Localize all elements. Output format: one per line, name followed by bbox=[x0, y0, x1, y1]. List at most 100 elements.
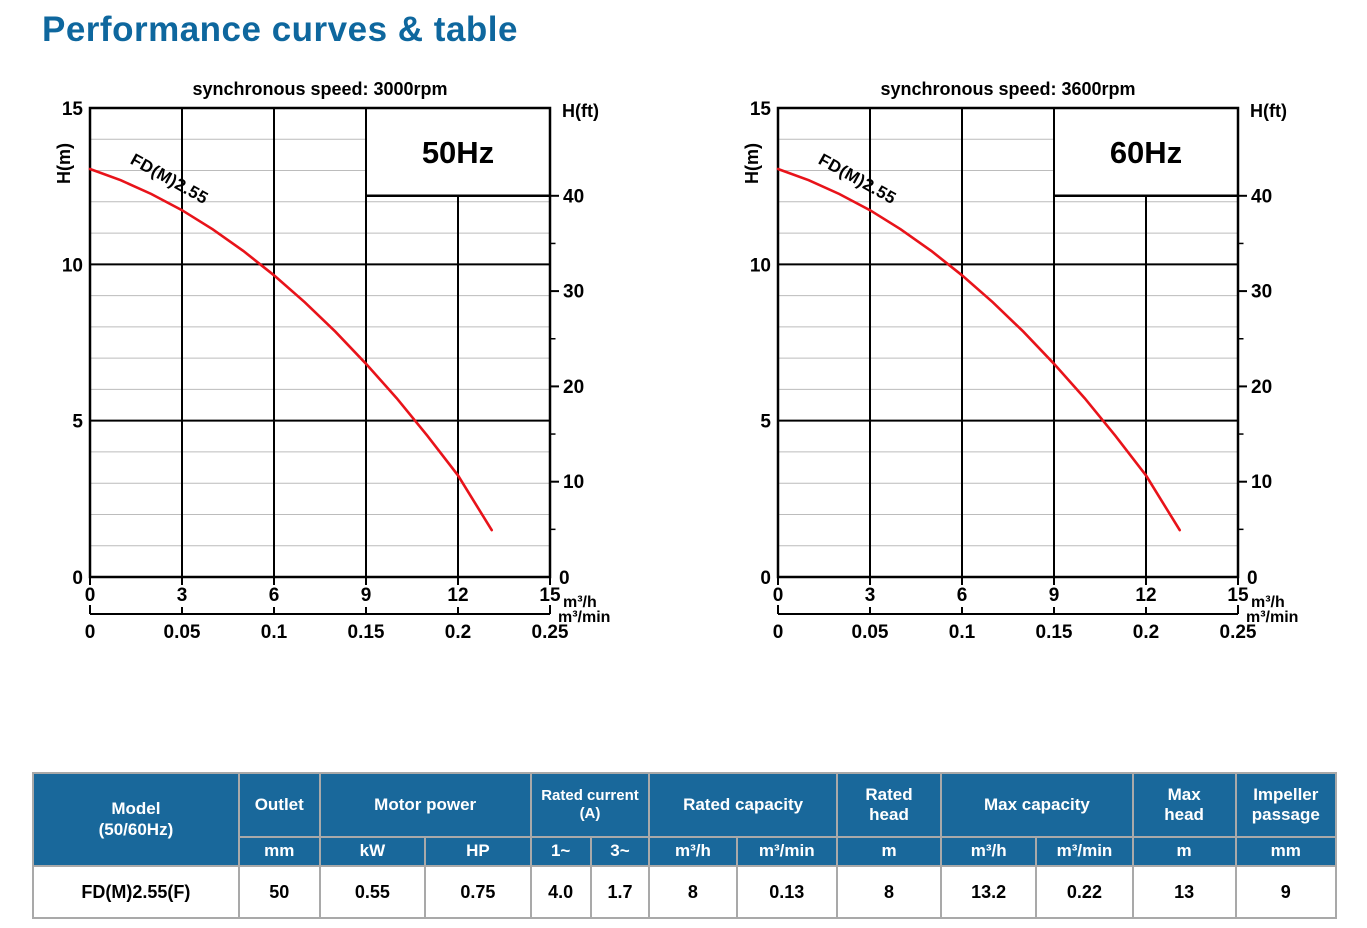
curve-label: FD(M)2.55 bbox=[127, 150, 211, 208]
y-right-tick-label: 30 bbox=[563, 282, 584, 303]
x2-tick-label: 0.05 bbox=[852, 622, 889, 643]
y-left-tick-label: 15 bbox=[62, 99, 84, 120]
table-header-cell: Rated capacity bbox=[648, 772, 838, 838]
table-header-cell: Rated current (A) bbox=[529, 772, 651, 838]
performance-curve bbox=[88, 167, 494, 532]
y-right-zero-label: 0 bbox=[559, 568, 570, 589]
table-data-cell: 50 bbox=[237, 865, 321, 919]
x-tick-label: 3 bbox=[177, 585, 188, 606]
table-data-cell: 0.55 bbox=[318, 865, 427, 919]
table-header-cell: Max head bbox=[1131, 772, 1237, 838]
curve-label: FD(M)2.55 bbox=[815, 150, 899, 208]
x2-tick-label: 0.1 bbox=[261, 622, 288, 643]
y-right-tick-label: 10 bbox=[1251, 472, 1272, 493]
table-data-cell: 13.2 bbox=[940, 865, 1038, 919]
y-left-tick-label: 0 bbox=[72, 568, 83, 589]
x-tick-label: 6 bbox=[269, 585, 280, 606]
y-left-tick-label: 5 bbox=[72, 412, 83, 433]
x2-tick-label: 0.25 bbox=[532, 622, 569, 643]
y-right-tick-label: 30 bbox=[1251, 282, 1272, 303]
table-unit-cell: m³/h bbox=[648, 836, 738, 867]
y-right-tick-label: 20 bbox=[1251, 377, 1272, 398]
x2-tick-label: 0 bbox=[773, 622, 784, 643]
table-header-row-2: mm kW HP 1~ 3~ m³/h m³/min m m³/h m³/min m mm bbox=[33, 836, 1338, 867]
y-left-tick-label: 15 bbox=[750, 99, 772, 120]
table-unit-cell: 3~ bbox=[589, 836, 651, 867]
performance-curve bbox=[776, 167, 1182, 532]
performance-table: Model (50/60Hz) Outlet Motor power Rated cu… bbox=[32, 772, 1338, 919]
x-tick-label: 6 bbox=[957, 585, 968, 606]
x-axis-unit: m³/h bbox=[1251, 594, 1285, 611]
x2-axis-unit: m³/min bbox=[1246, 609, 1298, 626]
x-tick-label: 9 bbox=[1049, 585, 1060, 606]
table-unit-cell: mm bbox=[1234, 836, 1338, 867]
table-unit-cell: mm bbox=[237, 836, 321, 867]
y-right-zero-label: 0 bbox=[1247, 568, 1258, 589]
x2-tick-label: 0.1 bbox=[949, 622, 976, 643]
y-right-tick-label: 10 bbox=[563, 472, 584, 493]
table-header-cell: Outlet bbox=[237, 772, 321, 838]
y-left-tick-label: 5 bbox=[760, 412, 771, 433]
table-data-cell: 4.0 bbox=[529, 865, 592, 919]
frequency-label: 60Hz bbox=[1110, 135, 1182, 170]
table-unit-cell: m bbox=[1131, 836, 1237, 867]
x2-tick-label: 0.05 bbox=[164, 622, 201, 643]
table-unit-cell: m³/min bbox=[1035, 836, 1134, 867]
x-tick-label: 12 bbox=[447, 585, 468, 606]
x-tick-label: 0 bbox=[85, 585, 96, 606]
y-right-tick-label: 40 bbox=[1251, 186, 1272, 207]
performance-chart-60hz: synchronous speed: 3600rpm 60Hz FD(M)2.55 0… bbox=[742, 79, 1298, 643]
y-right-axis-label: H(ft) bbox=[1250, 101, 1287, 121]
y-left-tick-label: 0 bbox=[760, 568, 771, 589]
table-data-cell: 13 bbox=[1131, 865, 1237, 919]
table-data-cell: 8 bbox=[835, 865, 943, 919]
table-unit-cell: kW bbox=[318, 836, 427, 867]
table-data-cell: 9 bbox=[1234, 865, 1338, 919]
x-tick-label: 12 bbox=[1135, 585, 1156, 606]
table-header-cell: Max capacity bbox=[940, 772, 1134, 838]
x2-tick-label: 0 bbox=[85, 622, 96, 643]
freq-label-box bbox=[1054, 108, 1238, 196]
chart-title: synchronous speed: 3600rpm bbox=[880, 79, 1135, 99]
plot-border bbox=[88, 106, 552, 579]
y-right-axis-label: H(ft) bbox=[562, 101, 599, 121]
freq-label-box bbox=[366, 108, 550, 196]
table-unit-cell: m³/min bbox=[735, 836, 838, 867]
x-tick-label: 3 bbox=[865, 585, 876, 606]
x-tick-label: 9 bbox=[361, 585, 372, 606]
x2-tick-label: 0.2 bbox=[1133, 622, 1159, 643]
table-data-cell: 0.22 bbox=[1035, 865, 1134, 919]
y-left-tick-label: 10 bbox=[62, 255, 83, 276]
table-header-cell: Model (50/60Hz) bbox=[32, 772, 240, 867]
table-unit-cell: m bbox=[835, 836, 943, 867]
table-header-row-1: Model (50/60Hz) Outlet Motor power Rated cu… bbox=[32, 772, 1338, 867]
y-right-tick-label: 40 bbox=[563, 186, 584, 207]
table-data-cell: FD(M)2.55(F) bbox=[32, 865, 240, 919]
plot-border bbox=[776, 106, 1240, 579]
chart-title: synchronous speed: 3000rpm bbox=[192, 79, 447, 99]
table-data-cell: 0.75 bbox=[424, 865, 532, 919]
x2-axis-unit: m³/min bbox=[558, 609, 610, 626]
table-data-cell: 1.7 bbox=[589, 865, 651, 919]
x2-tick-label: 0.2 bbox=[445, 622, 471, 643]
y-left-axis-label: H(m) bbox=[742, 143, 762, 184]
table-unit-cell: 1~ bbox=[529, 836, 592, 867]
y-right-tick-label: 20 bbox=[563, 377, 584, 398]
y-left-axis-label: H(m) bbox=[54, 143, 74, 184]
table-header-cell: Impeller passage bbox=[1234, 772, 1338, 838]
table-header-cell: Rated head bbox=[835, 772, 943, 838]
table-header-cell: Motor power bbox=[318, 772, 532, 838]
x2-tick-label: 0.25 bbox=[1220, 622, 1257, 643]
x-axis-unit: m³/h bbox=[563, 594, 597, 611]
page-title: Performance curves & table bbox=[42, 10, 518, 49]
y-left-tick-label: 10 bbox=[750, 255, 771, 276]
x-tick-label: 15 bbox=[1227, 585, 1249, 606]
table-data-cell: 8 bbox=[648, 865, 738, 919]
table-data-cell: 0.13 bbox=[735, 865, 838, 919]
table-data-row: FD(M)2.55(F) 50 0.55 0.75 4.0 1.7 8 0.13 8 13.2 0.… bbox=[32, 865, 1338, 919]
x2-tick-label: 0.15 bbox=[1036, 622, 1073, 643]
x2-tick-label: 0.15 bbox=[348, 622, 385, 643]
frequency-label: 50Hz bbox=[422, 135, 494, 170]
x-tick-label: 15 bbox=[539, 585, 561, 606]
